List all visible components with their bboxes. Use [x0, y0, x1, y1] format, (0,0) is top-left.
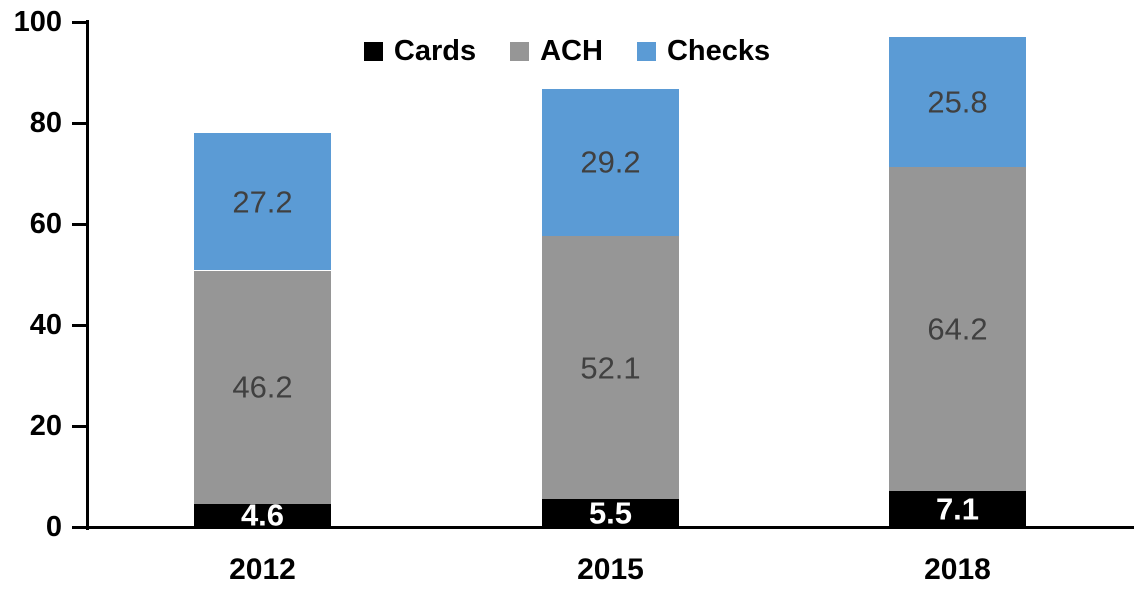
legend-label-ach: ACH [540, 34, 603, 67]
checks-swatch-icon [636, 41, 656, 61]
data-label-ach-2015: 52.1 [580, 350, 641, 386]
cards-swatch-icon [363, 41, 383, 61]
y-axis-line [86, 20, 89, 530]
legend-label-checks: Checks [666, 34, 771, 67]
bar-segment-ach-2018 [889, 166, 1026, 492]
y-tick-mark [72, 21, 86, 24]
bar-segment-ach-2015 [542, 236, 679, 500]
bar-segment-cards-2012 [194, 503, 331, 527]
x-axis-line [86, 526, 1134, 529]
y-tick-mark [72, 324, 86, 327]
legend-label-cards: Cards [393, 34, 477, 67]
ach-swatch-icon [510, 41, 530, 61]
x-tick-label-2015: 2015 [577, 553, 644, 586]
data-label-checks-2018: 25.8 [927, 84, 988, 120]
legend-item-checks: Checks [636, 34, 771, 67]
x-tick-label-2018: 2018 [924, 553, 991, 586]
legend-item-cards: Cards [363, 34, 477, 67]
y-tick-label: 0 [45, 511, 62, 543]
y-tick-label: 60 [29, 208, 62, 240]
data-label-cards-2015: 5.5 [588, 495, 633, 531]
data-label-cards-2012: 4.6 [240, 497, 285, 533]
data-label-ach-2012: 46.2 [232, 369, 293, 405]
bar-segment-cards-2018 [889, 491, 1026, 527]
data-label-cards-2018: 7.1 [935, 491, 980, 527]
y-tick-mark [72, 526, 86, 529]
data-label-ach-2018: 64.2 [927, 311, 988, 347]
y-tick-mark [72, 425, 86, 428]
bar-segment-checks-2012 [194, 133, 331, 271]
y-tick-label: 80 [29, 107, 62, 139]
data-label-checks-2012: 27.2 [232, 184, 293, 220]
y-tick-label: 100 [13, 6, 62, 38]
data-label-checks-2015: 29.2 [580, 144, 641, 180]
y-tick-label: 20 [29, 410, 62, 442]
bar-segment-ach-2012 [194, 270, 331, 504]
y-tick-mark [72, 223, 86, 226]
x-tick-label-2012: 2012 [229, 553, 296, 586]
legend-item-ach: ACH [510, 34, 603, 67]
bar-segment-checks-2018 [889, 36, 1026, 167]
bar-segment-checks-2015 [542, 88, 679, 237]
y-tick-label: 40 [29, 309, 62, 341]
y-tick-mark [72, 122, 86, 125]
bar-segment-cards-2015 [542, 499, 679, 527]
